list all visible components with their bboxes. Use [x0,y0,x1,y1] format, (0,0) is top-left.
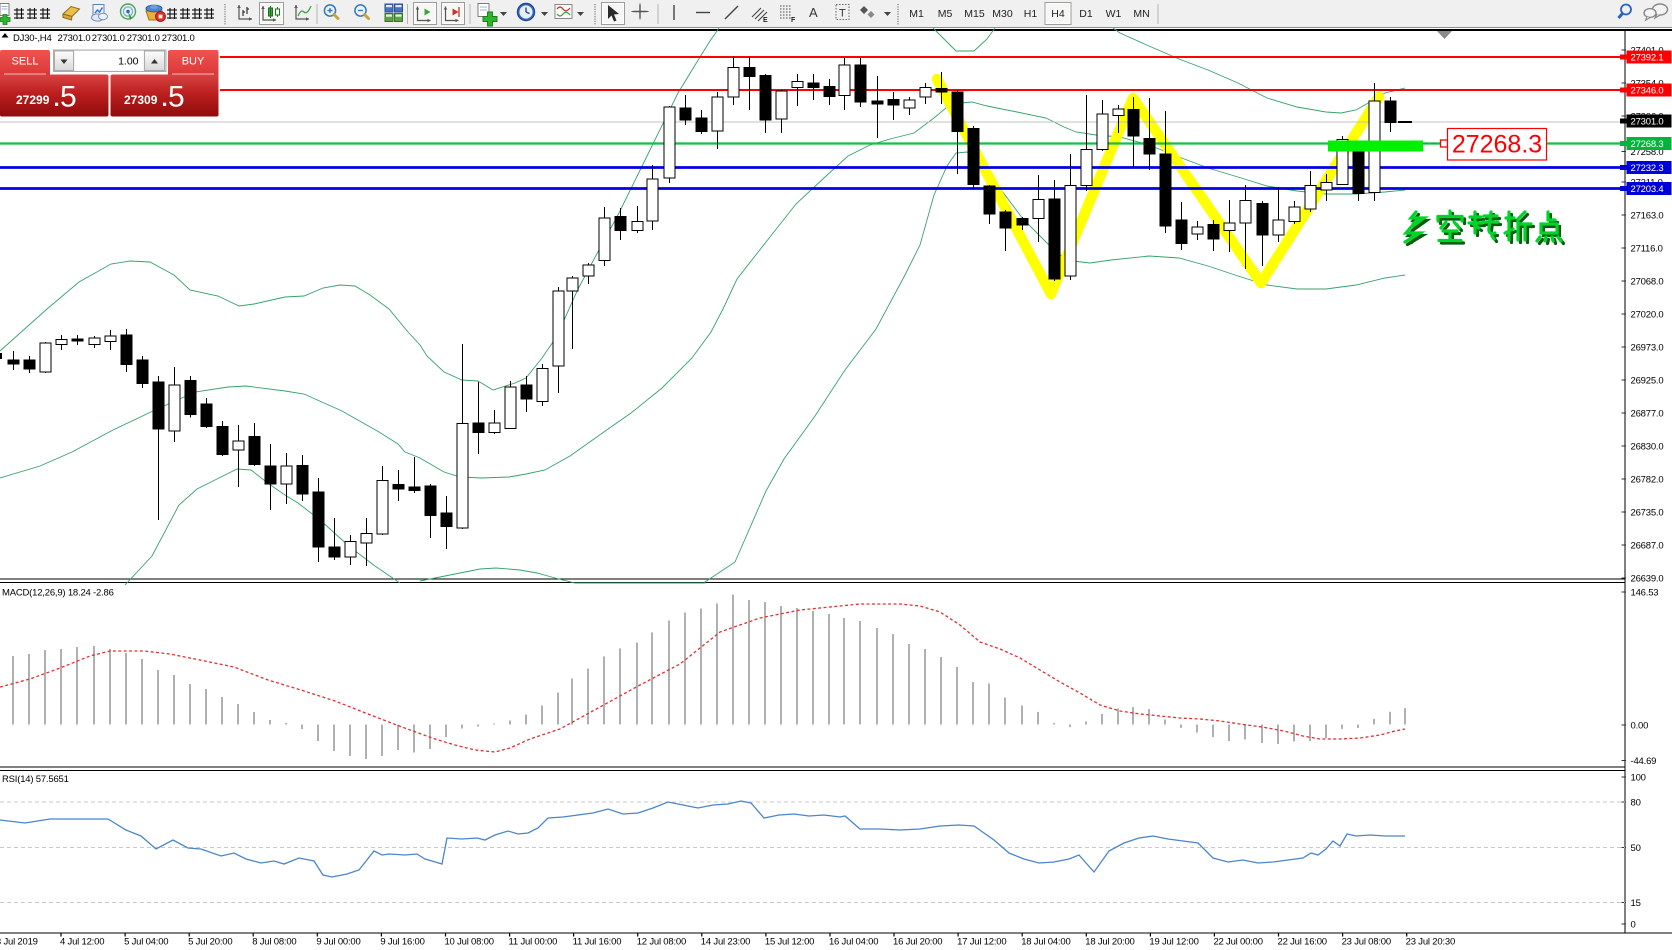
svg-text:27346.0: 27346.0 [1631,86,1664,97]
svg-text:26687.0: 26687.0 [1631,541,1664,552]
svg-text:27299: 27299 [16,93,50,107]
svg-text:5 Jul 04:00: 5 Jul 04:00 [124,937,168,948]
svg-text:100: 100 [1631,773,1646,784]
svg-text:50: 50 [1631,843,1641,854]
svg-text:26877.0: 26877.0 [1631,409,1664,420]
svg-text:27301.0: 27301.0 [1631,117,1664,128]
svg-text:27068.0: 27068.0 [1631,277,1664,288]
svg-text:12 Jul 08:00: 12 Jul 08:00 [637,937,686,948]
svg-text:27301.0: 27301.0 [127,33,160,44]
svg-text:RSI(14) 57.5651: RSI(14) 57.5651 [2,774,69,785]
svg-text:27203.4: 27203.4 [1631,184,1664,195]
svg-text:9 Jul 00:00: 9 Jul 00:00 [316,937,360,948]
svg-text:DJ30-,H4: DJ30-,H4 [13,33,52,44]
svg-text:23 Jul 20:30: 23 Jul 20:30 [1406,937,1455,948]
svg-text:27301.0: 27301.0 [92,33,125,44]
svg-text:23 Jul 08:00: 23 Jul 08:00 [1342,937,1391,948]
svg-text:1.00: 1.00 [118,56,139,68]
svg-text:27268.3: 27268.3 [1452,131,1542,159]
svg-text:5: 5 [168,81,185,114]
svg-text:.: . [162,86,168,111]
svg-text:17 Jul 12:00: 17 Jul 12:00 [957,937,1006,948]
svg-text:80: 80 [1631,798,1641,809]
svg-text:T: T [839,8,846,20]
svg-text:27301.0: 27301.0 [58,33,91,44]
svg-text:27232.3: 27232.3 [1631,163,1664,174]
svg-text:22 Jul 00:00: 22 Jul 00:00 [1213,937,1262,948]
svg-text:11 Jul 16:00: 11 Jul 16:00 [573,937,622,948]
svg-text:M1: M1 [909,8,924,20]
svg-text:MN: MN [1133,8,1149,20]
svg-text:5 Jul 20:00: 5 Jul 20:00 [188,937,232,948]
svg-text:27309: 27309 [124,93,158,107]
svg-text:5: 5 [60,81,77,114]
svg-text:4 Jul 12:00: 4 Jul 12:00 [60,937,104,948]
svg-text:27163.0: 27163.0 [1631,211,1664,222]
svg-text:D1: D1 [1079,8,1093,20]
svg-text:10 Jul 08:00: 10 Jul 08:00 [444,937,493,948]
svg-text:BUY: BUY [182,56,205,68]
svg-text:.: . [54,86,60,111]
svg-text:26735.0: 26735.0 [1631,508,1664,519]
svg-text:27020.0: 27020.0 [1631,310,1664,321]
svg-text:26925.0: 26925.0 [1631,376,1664,387]
svg-text:14 Jul 23:00: 14 Jul 23:00 [701,937,750,948]
svg-text:M15: M15 [964,8,985,20]
svg-text:15: 15 [1631,898,1641,909]
svg-text:27392.1: 27392.1 [1631,53,1664,64]
svg-text:16 Jul 20:00: 16 Jul 20:00 [893,937,942,948]
svg-text:E: E [763,17,768,24]
svg-text:27301.0: 27301.0 [162,33,195,44]
svg-text:3 Jul 2019: 3 Jul 2019 [0,937,38,948]
svg-text:H4: H4 [1051,8,1065,20]
svg-text:MACD(12,26,9) 18.24 -2.86: MACD(12,26,9) 18.24 -2.86 [2,588,114,599]
svg-text:27116.0: 27116.0 [1631,244,1663,255]
svg-text:A: A [809,5,818,20]
svg-text:16 Jul 04:00: 16 Jul 04:00 [829,937,878,948]
svg-text:27258.0: 27258.0 [1631,147,1664,158]
svg-text:27268.3: 27268.3 [1631,139,1664,150]
svg-text:M5: M5 [938,8,953,20]
svg-text:26782.0: 26782.0 [1631,475,1664,486]
svg-text:F: F [791,17,796,24]
svg-text:146.53: 146.53 [1631,588,1659,599]
svg-text:26639.0: 26639.0 [1631,574,1664,585]
svg-text:18 Jul 20:00: 18 Jul 20:00 [1085,937,1134,948]
svg-text:26830.0: 26830.0 [1631,442,1664,453]
svg-text:0: 0 [1631,920,1636,931]
svg-text:18 Jul 04:00: 18 Jul 04:00 [1021,937,1070,948]
svg-text:15 Jul 12:00: 15 Jul 12:00 [765,937,814,948]
svg-text:19 Jul 12:00: 19 Jul 12:00 [1149,937,1198,948]
svg-text:-44.69: -44.69 [1631,756,1657,767]
svg-text:26973.0: 26973.0 [1631,343,1664,354]
svg-text:8 Jul 08:00: 8 Jul 08:00 [252,937,296,948]
svg-text:22 Jul 16:00: 22 Jul 16:00 [1278,937,1327,948]
svg-text:11 Jul 00:00: 11 Jul 00:00 [509,937,558,948]
svg-text:9 Jul 16:00: 9 Jul 16:00 [380,937,424,948]
svg-text:H1: H1 [1024,8,1038,20]
svg-text:0.00: 0.00 [1631,721,1649,732]
svg-text:W1: W1 [1106,8,1122,20]
svg-text:SELL: SELL [12,56,39,68]
svg-text:M30: M30 [992,8,1013,20]
